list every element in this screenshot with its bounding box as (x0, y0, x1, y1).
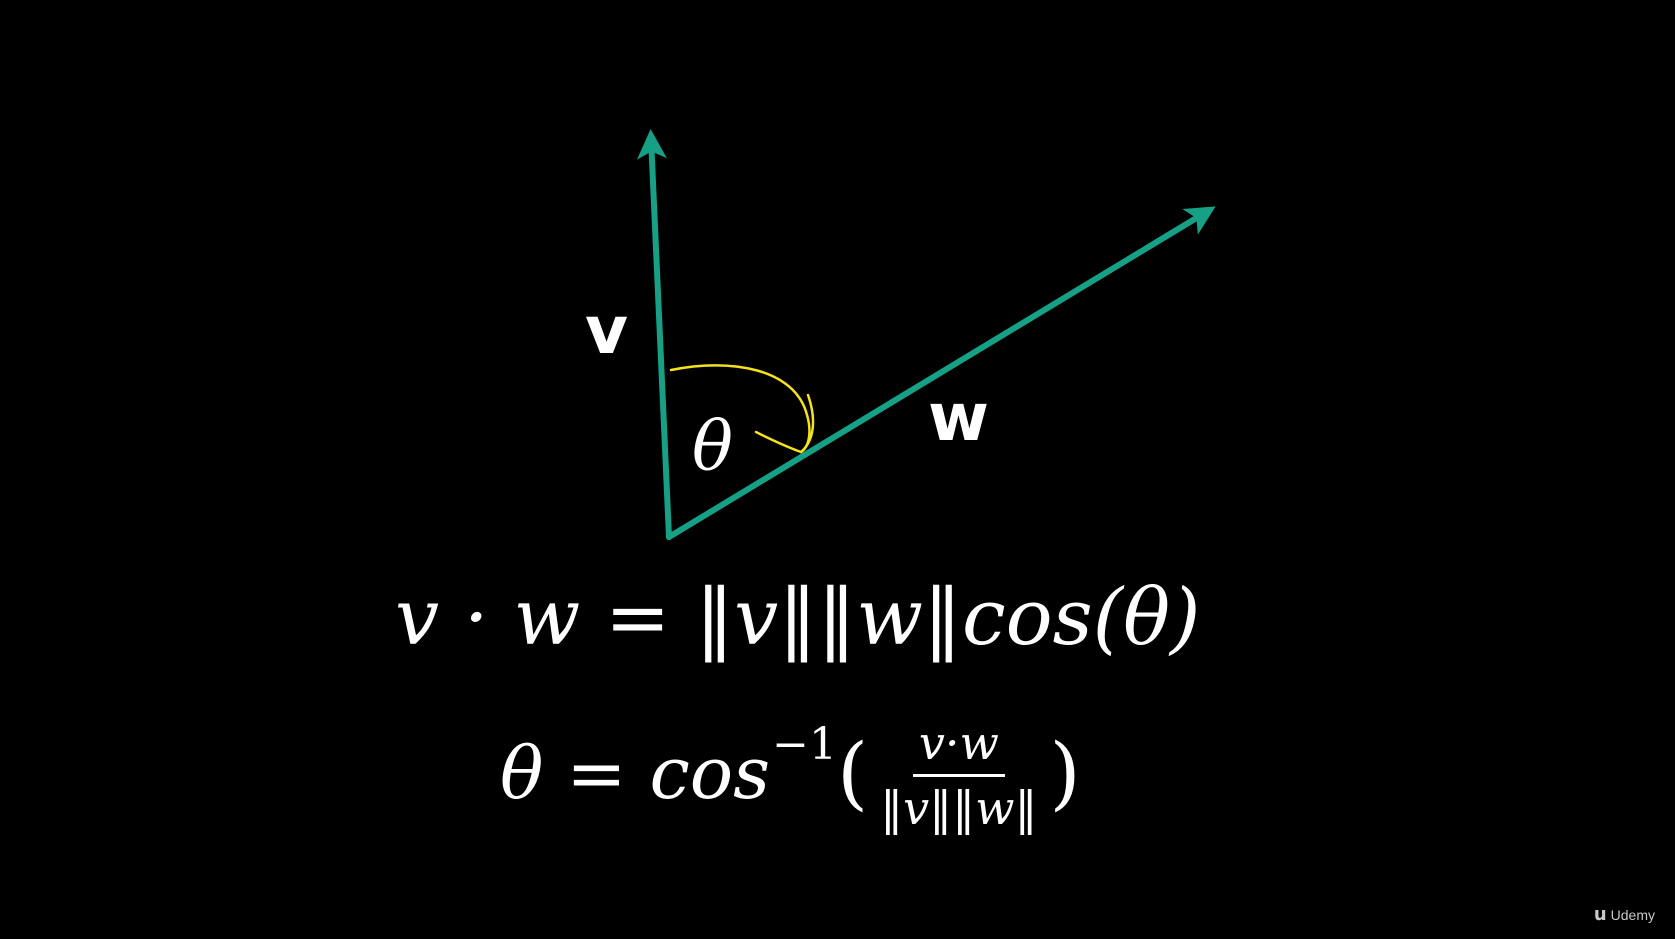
fraction-denominator: ‖v‖‖w‖ (880, 781, 1038, 835)
vector-w-arrow (666, 206, 1216, 540)
angle-formula-lhs: θ = cos (500, 730, 771, 815)
angle-theta-label: θ (692, 408, 733, 487)
angle-formula-superscript: −1 (772, 718, 837, 770)
fraction-numerator: v·w (912, 716, 1005, 777)
angle-arc-tick (799, 393, 815, 454)
vector-v-arrow (636, 129, 672, 540)
angle-formula: θ = cos −1 ( v·w ‖v‖‖w‖ ) (500, 712, 1081, 835)
angle-formula-open-paren: ( (836, 725, 869, 819)
vector-v-label: v (585, 292, 628, 369)
vector-w-label: w (928, 379, 989, 456)
angle-formula-fraction: v·w ‖v‖‖w‖ (874, 716, 1043, 837)
udemy-logo-icon: u (1593, 904, 1607, 925)
udemy-watermark: u Udemy (1594, 904, 1655, 925)
dot-product-formula: v · w = ‖v‖‖w‖cos(θ) (395, 573, 1201, 663)
angle-formula-close-paren: ) (1049, 725, 1081, 819)
udemy-watermark-text: Udemy (1610, 906, 1655, 923)
angle-arc (669, 364, 811, 454)
